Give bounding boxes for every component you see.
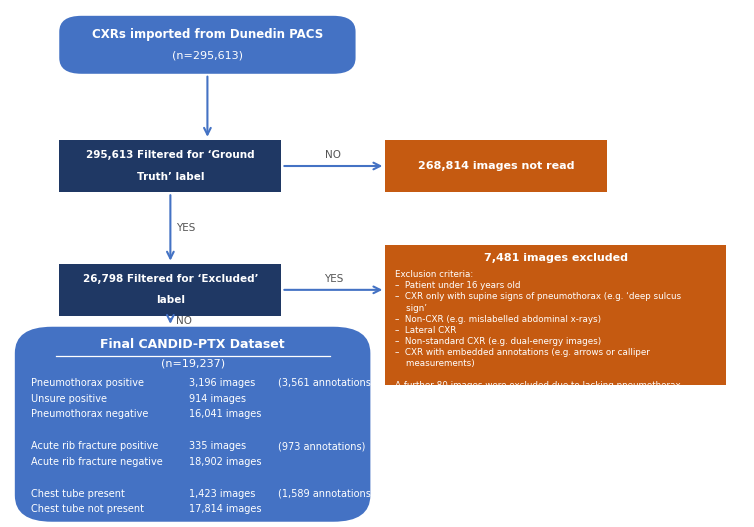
Text: –  Patient under 16 years old: – Patient under 16 years old bbox=[395, 281, 520, 290]
Text: 7,481 images excluded: 7,481 images excluded bbox=[483, 253, 627, 263]
Text: (973 annotations): (973 annotations) bbox=[277, 441, 365, 451]
Text: YES: YES bbox=[323, 274, 343, 284]
FancyBboxPatch shape bbox=[60, 140, 281, 192]
Text: 295,613 Filtered for ‘Ground: 295,613 Filtered for ‘Ground bbox=[86, 151, 255, 160]
FancyBboxPatch shape bbox=[60, 264, 281, 316]
Text: measurements): measurements) bbox=[395, 359, 474, 368]
Text: –  CXR only with supine signs of pneumothorax (e.g. ‘deep sulcus: – CXR only with supine signs of pneumoth… bbox=[395, 292, 681, 301]
Text: 17,814 images: 17,814 images bbox=[189, 504, 262, 514]
Text: CXRs imported from Dunedin PACS: CXRs imported from Dunedin PACS bbox=[92, 28, 323, 41]
Text: Unsure positive: Unsure positive bbox=[31, 394, 107, 404]
Text: 18,902 images: 18,902 images bbox=[189, 457, 262, 467]
Text: –  CXR with embedded annotations (e.g. arrows or calliper: – CXR with embedded annotations (e.g. ar… bbox=[395, 348, 650, 357]
Text: Chest tube not present: Chest tube not present bbox=[31, 504, 144, 514]
Text: 914 images: 914 images bbox=[189, 394, 246, 404]
FancyBboxPatch shape bbox=[60, 16, 356, 74]
Text: sign’: sign’ bbox=[395, 304, 427, 313]
Text: –  Lateral CXR: – Lateral CXR bbox=[395, 326, 456, 335]
FancyBboxPatch shape bbox=[15, 327, 370, 522]
Text: NO: NO bbox=[176, 317, 192, 326]
Text: 16,041 images: 16,041 images bbox=[189, 409, 262, 419]
Text: (n=295,613): (n=295,613) bbox=[172, 51, 243, 60]
Text: Acute rib fracture positive: Acute rib fracture positive bbox=[31, 441, 158, 451]
Text: –  Non-standard CXR (e.g. dual-energy images): – Non-standard CXR (e.g. dual-energy ima… bbox=[395, 337, 601, 346]
FancyBboxPatch shape bbox=[385, 245, 726, 385]
Text: 1,423 images: 1,423 images bbox=[189, 489, 256, 499]
Text: 335 images: 335 images bbox=[189, 441, 246, 451]
Text: Pneumothorax positive: Pneumothorax positive bbox=[31, 378, 144, 388]
Text: labels.: labels. bbox=[395, 392, 423, 401]
Text: 26,798 Filtered for ‘Excluded’: 26,798 Filtered for ‘Excluded’ bbox=[83, 275, 258, 284]
Text: label: label bbox=[156, 296, 185, 305]
Text: Exclusion criteria:: Exclusion criteria: bbox=[395, 270, 473, 279]
Text: Final CANDID-PTX Dataset: Final CANDID-PTX Dataset bbox=[100, 338, 285, 352]
Text: NO: NO bbox=[325, 150, 342, 160]
Text: (3,561 annotations): (3,561 annotations) bbox=[277, 378, 375, 388]
Text: 3,196 images: 3,196 images bbox=[189, 378, 255, 388]
Text: 268,814 images not read: 268,814 images not read bbox=[418, 161, 575, 171]
Text: YES: YES bbox=[176, 223, 196, 233]
Text: (n=19,237): (n=19,237) bbox=[161, 358, 225, 368]
Text: (1,589 annotations): (1,589 annotations) bbox=[277, 489, 375, 499]
Text: A further 80 images were excluded due to lacking pneumothorax: A further 80 images were excluded due to… bbox=[395, 381, 680, 390]
Text: Pneumothorax negative: Pneumothorax negative bbox=[31, 409, 149, 419]
FancyBboxPatch shape bbox=[385, 140, 608, 192]
Text: Acute rib fracture negative: Acute rib fracture negative bbox=[31, 457, 163, 467]
Text: Chest tube present: Chest tube present bbox=[31, 489, 125, 499]
Text: Truth’ label: Truth’ label bbox=[136, 172, 204, 181]
Text: –  Non-CXR (e.g. mislabelled abdominal x-rays): – Non-CXR (e.g. mislabelled abdominal x-… bbox=[395, 315, 601, 324]
